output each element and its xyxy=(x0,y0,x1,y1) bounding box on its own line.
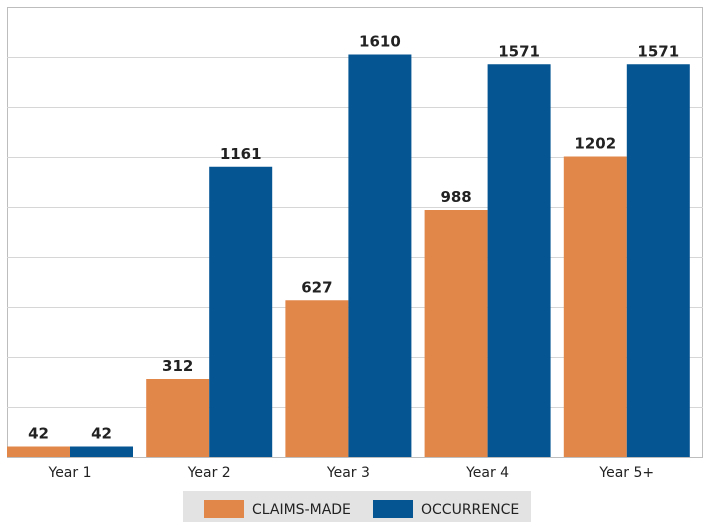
value-label-occurrence-5: 1571 xyxy=(637,42,679,60)
value-label-claims-made-5: 1202 xyxy=(574,135,616,153)
value-label-claims-made-4: 988 xyxy=(440,188,471,206)
x-tick-label-4: Year 4 xyxy=(465,465,509,481)
bar-claims-made-1 xyxy=(7,446,70,457)
x-tick-label-2: Year 2 xyxy=(187,465,231,481)
bar-occurrence-2 xyxy=(209,166,273,457)
value-label-claims-made-2: 312 xyxy=(162,357,193,375)
bar-claims-made-4 xyxy=(424,210,488,457)
bars xyxy=(7,54,690,457)
bar-occurrence-4 xyxy=(487,64,551,457)
value-label-occurrence-2: 1161 xyxy=(220,145,262,163)
value-label-claims-made-3: 627 xyxy=(301,278,332,296)
value-label-occurrence-3: 1610 xyxy=(359,33,401,51)
bar-claims-made-3 xyxy=(285,300,349,457)
legend-swatch-claims-made xyxy=(204,500,244,518)
x-tick-label-5: Year 5+ xyxy=(598,465,654,481)
bar-occurrence-1 xyxy=(70,446,133,457)
bar-occurrence-3 xyxy=(348,54,412,457)
legend-swatch-occurrence xyxy=(373,500,413,518)
bar-claims-made-2 xyxy=(146,379,210,457)
x-tick-label-3: Year 3 xyxy=(326,465,370,481)
value-labels: 42 42 312 1161 627 1610 988 1571 1202 1571 xyxy=(28,33,679,443)
legend-label-occurrence: OCCURRENCE xyxy=(421,502,519,518)
bar-claims-made-5 xyxy=(563,156,627,457)
x-tick-label-1: Year 1 xyxy=(48,465,92,481)
value-label-occurrence-1: 42 xyxy=(91,425,112,443)
x-tick-labels: Year 1 Year 2 Year 3 Year 4 Year 5+ xyxy=(48,465,655,481)
legend-label-claims-made: CLAIMS-MADE xyxy=(252,502,351,518)
legend: CLAIMS-MADE OCCURRENCE xyxy=(183,491,531,522)
value-label-claims-made-1: 42 xyxy=(28,425,49,443)
value-label-occurrence-4: 1571 xyxy=(498,42,540,60)
bar-occurrence-5 xyxy=(626,64,690,457)
